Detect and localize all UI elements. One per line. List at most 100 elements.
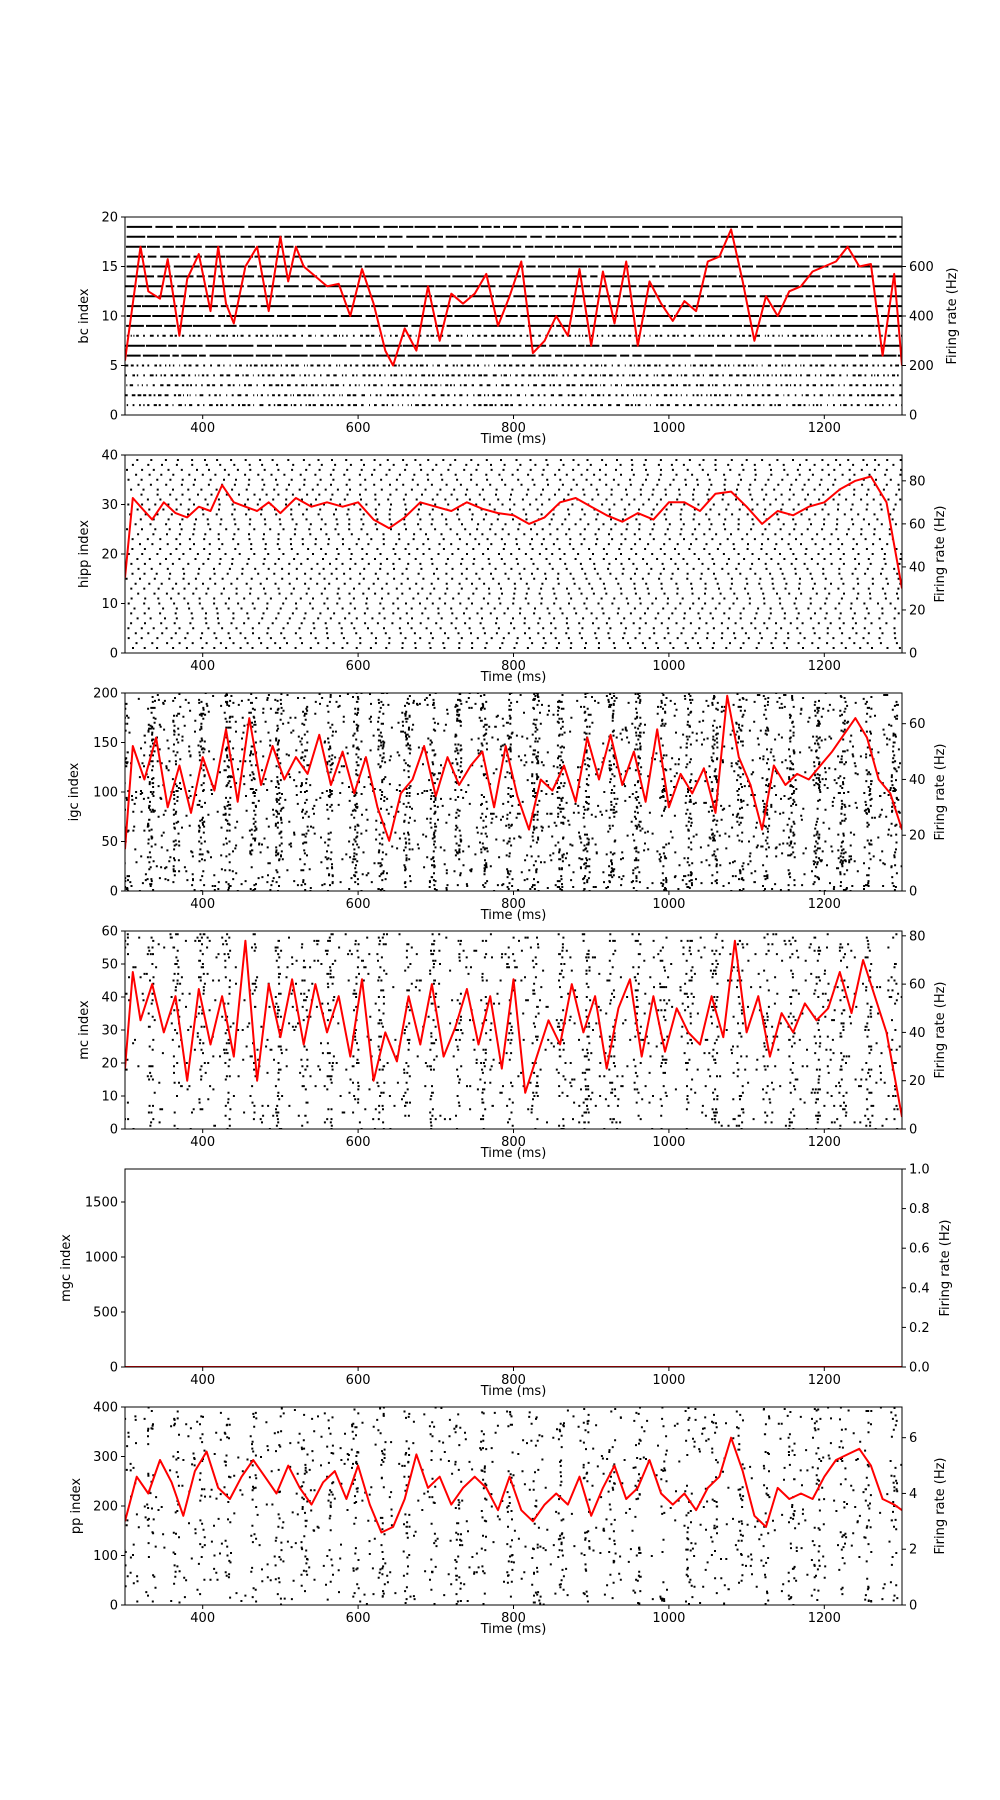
plot-area <box>125 693 902 891</box>
y-tick-label: 500 <box>93 1306 118 1321</box>
spike-marks <box>125 693 902 891</box>
y2-tick-label: 6 <box>909 1431 917 1446</box>
firing-rate-line <box>125 228 902 367</box>
x-tick-label: 1200 <box>808 1611 841 1626</box>
x-tick-label: 400 <box>190 1373 215 1388</box>
y2-tick-label: 2 <box>909 1543 917 1558</box>
y-axis-label: igc index <box>67 762 82 821</box>
plot-area <box>125 459 902 649</box>
y-tick-label: 20 <box>101 211 118 226</box>
panel-3: 400 600 800 1000 12000102030405060020406080T… <box>77 925 948 1162</box>
x-tick-label: 400 <box>190 1135 215 1150</box>
y-tick-label: 60 <box>101 925 118 940</box>
x-tick-label: 1000 <box>652 1135 685 1150</box>
x-axis-label: Time (ms) <box>480 1146 547 1161</box>
x-tick-label: 1200 <box>808 421 841 436</box>
x-tick-label: 600 <box>346 659 371 674</box>
y-tick-label: 30 <box>101 1024 118 1039</box>
y2-tick-label: 20 <box>909 829 926 844</box>
x-tick-label: 1200 <box>808 897 841 912</box>
y2-tick-label: 20 <box>909 1074 926 1089</box>
x-axis-label: Time (ms) <box>480 1384 547 1399</box>
y2-tick-label: 0.0 <box>909 1361 930 1376</box>
spike-raster <box>125 459 902 649</box>
x-tick-label: 600 <box>346 421 371 436</box>
x-tick-label: 1200 <box>808 659 841 674</box>
x-tick-label: 600 <box>346 1373 371 1388</box>
y-tick-label: 200 <box>93 687 118 702</box>
y2-axis-label: Firing rate (Hz) <box>933 743 948 840</box>
y-tick-label: 15 <box>101 260 118 275</box>
x-tick-label: 600 <box>346 897 371 912</box>
y2-tick-label: 0.6 <box>909 1242 930 1257</box>
y2-tick-label: 400 <box>909 310 934 325</box>
y2-axis-label: Firing rate (Hz) <box>938 1219 953 1316</box>
axes-frame <box>124 1168 903 1368</box>
y2-axis-label: Firing rate (Hz) <box>933 505 948 602</box>
x-tick-label: 1000 <box>652 1611 685 1626</box>
x-tick-label: 400 <box>190 421 215 436</box>
spike-marks <box>125 459 902 649</box>
axes-frame <box>124 454 903 654</box>
y2-tick-label: 60 <box>909 978 926 993</box>
y2-tick-label: 0 <box>909 409 917 424</box>
y-tick-label: 5 <box>110 359 118 374</box>
x-tick-label: 600 <box>346 1611 371 1626</box>
x-tick-label: 400 <box>190 659 215 674</box>
y2-axis-label: Firing rate (Hz) <box>945 267 960 364</box>
y-tick-label: 10 <box>101 310 118 325</box>
y-axis-label: bc index <box>77 288 92 343</box>
y2-tick-label: 60 <box>909 517 926 532</box>
y-axis-label: mc index <box>77 1000 92 1060</box>
panel-5: 400 600 800 1000 1200 0 100 200 300 400 0 2 4 6 Time (… <box>69 1401 948 1638</box>
spike-raster <box>125 693 902 891</box>
spike-marks <box>125 933 902 1129</box>
x-axis-label: Time (ms) <box>480 670 547 685</box>
y2-tick-label: 4 <box>909 1487 917 1502</box>
spike-raster <box>125 225 902 407</box>
y-tick-label: 40 <box>101 449 118 464</box>
y-tick-label: 10 <box>101 1090 118 1105</box>
y-tick-label: 0 <box>110 1361 118 1376</box>
y2-tick-label: 40 <box>909 560 926 575</box>
spike-raster <box>125 1407 902 1605</box>
y-tick-label: 200 <box>93 1500 118 1515</box>
y2-tick-label: 600 <box>909 260 934 275</box>
y2-tick-label: 40 <box>909 773 926 788</box>
plot-area <box>125 1407 902 1605</box>
y2-tick-label: 200 <box>909 359 934 374</box>
y-tick-label: 0 <box>110 1599 118 1614</box>
x-tick-label: 1000 <box>652 421 685 436</box>
y2-axis-label: Firing rate (Hz) <box>933 1457 948 1554</box>
firing-rate-line <box>125 694 902 850</box>
y2-axis-label: Firing rate (Hz) <box>933 981 948 1078</box>
x-tick-label: 400 <box>190 897 215 912</box>
x-tick-label: 800 <box>501 897 526 912</box>
spike-marks <box>125 1407 902 1605</box>
y2-tick-label: 0 <box>909 885 917 900</box>
x-tick-label: 800 <box>501 1373 526 1388</box>
x-tick-label: 1000 <box>652 659 685 674</box>
plot-area <box>125 225 902 407</box>
axes-frame <box>124 1406 903 1606</box>
y-tick-label: 150 <box>93 736 118 751</box>
y-tick-label: 0 <box>110 647 118 662</box>
axes-frame <box>124 692 903 892</box>
y-axis-label: pp index <box>69 1478 84 1535</box>
y2-tick-label: 0.8 <box>909 1202 930 1217</box>
firing-rate-line <box>125 939 902 1118</box>
firing-rate-line <box>125 475 902 589</box>
x-tick-label: 800 <box>501 421 526 436</box>
y-tick-label: 100 <box>93 786 118 801</box>
y2-tick-label: 40 <box>909 1026 926 1041</box>
panel-0: 400 600 800 1000 1200051015200200400600Time … <box>77 211 960 448</box>
y-tick-label: 50 <box>101 958 118 973</box>
x-tick-label: 1000 <box>652 1373 685 1388</box>
y2-tick-label: 1.0 <box>909 1163 930 1178</box>
y2-tick-label: 0 <box>909 647 917 662</box>
y-tick-label: 0 <box>110 885 118 900</box>
x-tick-label: 1200 <box>808 1135 841 1150</box>
y-tick-label: 300 <box>93 1450 118 1465</box>
panel-1: 400 600 800 1000 1200010203040020406080Time … <box>77 449 948 686</box>
